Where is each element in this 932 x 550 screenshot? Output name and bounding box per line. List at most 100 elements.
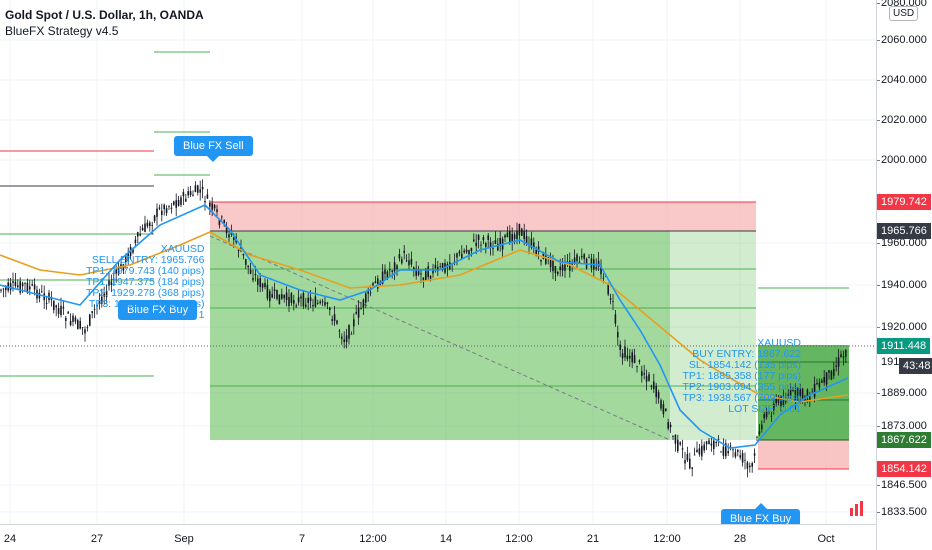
candle-body xyxy=(45,303,48,304)
candle-body xyxy=(165,208,168,214)
time-tick: Oct xyxy=(817,533,835,545)
candle-body xyxy=(345,335,348,343)
candle-body xyxy=(715,441,717,444)
candle-body xyxy=(684,460,686,464)
candle-body xyxy=(801,388,804,399)
candle-body xyxy=(372,283,374,286)
candle-body xyxy=(281,294,283,299)
price-axis[interactable]: USD 2080.000 2060.000 2040.000 2020.000 … xyxy=(876,0,932,550)
candle-body xyxy=(297,297,300,303)
candle-body xyxy=(525,236,528,244)
sell-info-line: TP2: 1929.278 (368 pips) xyxy=(86,287,205,299)
candle-body xyxy=(2,288,5,290)
time-tick: 28 xyxy=(733,533,747,545)
candle-body xyxy=(602,277,605,279)
candle-body xyxy=(751,463,753,467)
candle-body xyxy=(648,374,650,381)
time-tick: 7 xyxy=(298,533,306,545)
candle-body xyxy=(57,307,60,314)
candle-body xyxy=(773,403,775,411)
moving-average-fast xyxy=(0,204,849,449)
buy-info-line: SL: 1854.142 (135 pips) xyxy=(688,359,801,371)
candle-body xyxy=(122,264,125,271)
candle-body xyxy=(677,439,679,452)
candle-body xyxy=(655,385,657,398)
candle-body xyxy=(175,200,177,208)
candle-body xyxy=(737,449,739,452)
candle-body xyxy=(607,283,609,295)
candle-body xyxy=(312,304,314,307)
candle-body xyxy=(93,309,96,310)
candle-body xyxy=(293,300,295,304)
candle-body xyxy=(41,291,43,293)
time-tick: 12:00 xyxy=(505,533,533,545)
candle-body xyxy=(204,201,206,203)
candle-body xyxy=(125,255,127,263)
sell-profit-zone-pending xyxy=(670,231,756,440)
candle-body xyxy=(72,315,74,322)
sell-entry-price-tag: 1965.766 xyxy=(877,223,931,239)
candle-body xyxy=(197,185,199,193)
candle-body xyxy=(506,232,509,238)
candle-body xyxy=(187,191,189,196)
candle-body xyxy=(549,259,552,268)
candle-body xyxy=(794,389,797,401)
candle-body xyxy=(26,282,29,292)
candle-body xyxy=(669,424,672,428)
candle-body xyxy=(405,260,408,262)
candle-body xyxy=(621,353,624,359)
candle-body xyxy=(504,235,506,238)
candle-body xyxy=(259,278,261,287)
candle-body xyxy=(763,414,765,419)
candle-body xyxy=(309,297,312,302)
candle-body xyxy=(69,320,72,326)
candle-body xyxy=(765,411,768,418)
candle-body xyxy=(362,299,365,308)
candle-body xyxy=(477,234,480,241)
price-chart[interactable] xyxy=(0,0,876,524)
candle-body xyxy=(782,398,785,406)
candle-body xyxy=(213,205,216,209)
sell-info-line: SELL ENTRY: 1965.766 xyxy=(91,254,205,266)
candle-body xyxy=(77,320,79,330)
candle-body xyxy=(55,305,57,308)
chart-legend[interactable]: Gold Spot / U.S. Dollar, 1h, OANDA BlueF… xyxy=(5,7,204,39)
candle-body xyxy=(413,267,415,270)
candle-body xyxy=(441,263,444,270)
candle-body xyxy=(614,314,617,324)
price-tick: 1960.000 xyxy=(877,237,927,249)
sell-stop-zone xyxy=(210,202,756,231)
candle-body xyxy=(182,192,185,197)
candle-body xyxy=(456,253,458,258)
candle-body xyxy=(355,311,357,314)
candle-body xyxy=(665,408,667,412)
candle-body xyxy=(67,311,69,314)
candle-body xyxy=(499,237,501,246)
candle-body xyxy=(247,265,249,268)
candle-body xyxy=(573,257,576,263)
sell-info-box: XAUUSD SELL ENTRY: 1965.766 TP1: 1979.74… xyxy=(86,244,205,321)
time-tick: 27 xyxy=(90,533,104,545)
candle-body xyxy=(429,275,432,279)
candle-body xyxy=(806,389,809,397)
candle-body xyxy=(609,298,612,300)
currency-badge[interactable]: USD xyxy=(889,6,919,21)
candle-body xyxy=(516,231,518,240)
candle-body xyxy=(264,283,266,288)
candle-body xyxy=(487,235,489,240)
price-tick: 1940.000 xyxy=(877,279,927,291)
candle-body xyxy=(108,280,110,286)
candle-body xyxy=(698,448,701,455)
candle-body xyxy=(761,424,763,430)
candle-body xyxy=(333,314,336,322)
price-tick: 2080.000 xyxy=(877,0,927,9)
candle-body xyxy=(638,360,641,362)
candle-body xyxy=(384,269,386,274)
candle-body xyxy=(823,377,825,383)
candle-body xyxy=(792,390,794,391)
candle-body xyxy=(350,333,353,335)
candle-body xyxy=(391,270,393,272)
tradingview-logo-icon[interactable] xyxy=(848,499,868,519)
time-tick: 24 xyxy=(3,533,17,545)
time-axis[interactable]: 24 27 Sep 7 12:00 14 12:00 21 12:00 28 O… xyxy=(0,524,876,550)
